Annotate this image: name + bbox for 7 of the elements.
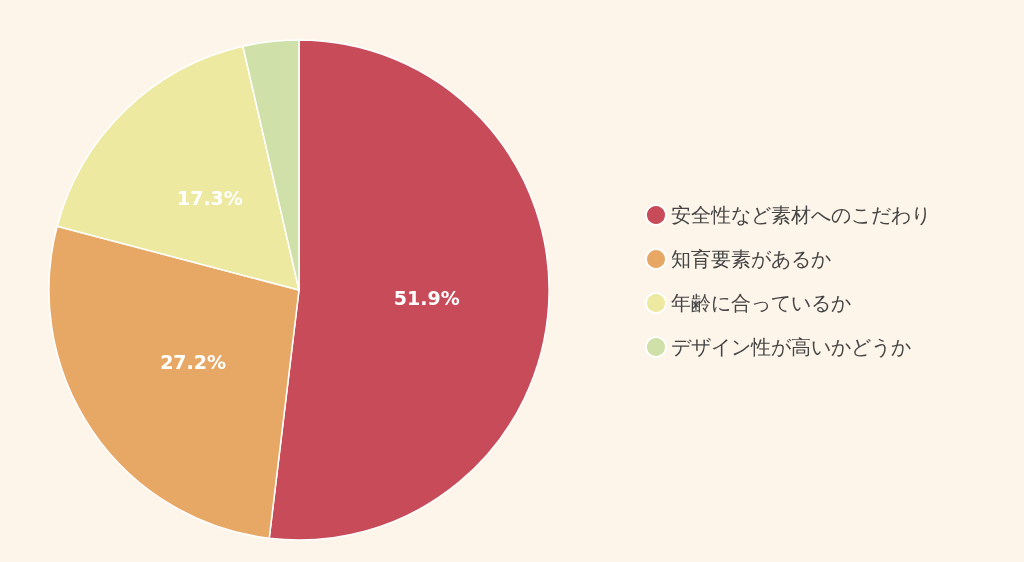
legend-label: 年齢に合っているか [671, 291, 851, 315]
legend-label: 知育要素があるか [671, 247, 831, 271]
data-label: 17.3% [176, 187, 243, 210]
data-label: 27.2% [160, 350, 227, 373]
legend-label: デザイン性が高いかどうか [671, 335, 911, 359]
data-label: 51.9% [393, 286, 460, 309]
legend-label: 安全性など素材へのこだわり [671, 203, 931, 227]
